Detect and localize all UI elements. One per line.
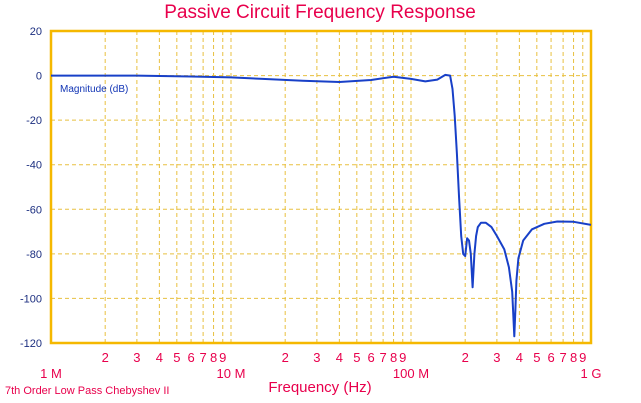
y-tick-label: -60 <box>26 204 42 216</box>
x-minor-tick-label: 8 <box>570 350 577 365</box>
x-major-tick-label: 1 M <box>40 366 62 381</box>
x-minor-tick-label: 2 <box>282 350 289 365</box>
x-minor-tick-label: 2 <box>102 350 109 365</box>
x-minor-tick-label: 6 <box>367 350 374 365</box>
series-layer <box>51 73 592 338</box>
x-minor-tick-label: 3 <box>313 350 320 365</box>
y-axis-ticks: 20 0 -20 -40 -60 -80 -100 -120 <box>20 26 42 350</box>
y-tick-label: -120 <box>20 338 42 350</box>
series-line <box>51 73 592 338</box>
x-minor-tick-label: 5 <box>533 350 540 365</box>
grid <box>51 31 591 343</box>
x-major-tick-label: 10 M <box>217 366 246 381</box>
x-minor-tick-label: 6 <box>547 350 554 365</box>
x-minor-tick-label: 4 <box>336 350 343 365</box>
x-minor-tick-label: 2 <box>462 350 469 365</box>
x-minor-tick-label: 4 <box>516 350 523 365</box>
y-tick-label: -80 <box>26 249 42 261</box>
x-minor-tick-label: 3 <box>133 350 140 365</box>
y-tick-label: 0 <box>36 71 42 83</box>
x-minor-tick-label: 9 <box>399 350 406 365</box>
x-minor-tick-label: 7 <box>560 350 567 365</box>
x-axis-label: Frequency (Hz) <box>268 379 371 396</box>
y-tick-label: -40 <box>26 160 42 172</box>
chart-title: Passive Circuit Frequency Response <box>164 2 476 23</box>
y-tick-label: 20 <box>30 26 42 38</box>
x-minor-tick-label: 5 <box>173 350 180 365</box>
plot-frame <box>49 29 593 345</box>
x-minor-tick-label: 7 <box>380 350 387 365</box>
y-tick-label: -100 <box>20 293 42 305</box>
legend-label: Magnitude (dB) <box>60 84 128 95</box>
x-minor-tick-label: 9 <box>219 350 226 365</box>
x-minor-tick-label: 7 <box>200 350 207 365</box>
footnote: 7th Order Low Pass Chebyshev II <box>5 385 169 397</box>
x-minor-tick-label: 8 <box>210 350 217 365</box>
x-minor-tick-label: 3 <box>493 350 500 365</box>
x-major-tick-label: 1 G <box>581 366 602 381</box>
y-tick-label: -20 <box>26 115 42 127</box>
x-minor-tick-label: 9 <box>579 350 586 365</box>
x-minor-tick-label: 6 <box>187 350 194 365</box>
x-minor-tick-label: 5 <box>353 350 360 365</box>
x-major-tick-label: 100 M <box>393 366 429 381</box>
x-minor-tick-label: 4 <box>156 350 163 365</box>
x-minor-tick-label: 8 <box>390 350 397 365</box>
